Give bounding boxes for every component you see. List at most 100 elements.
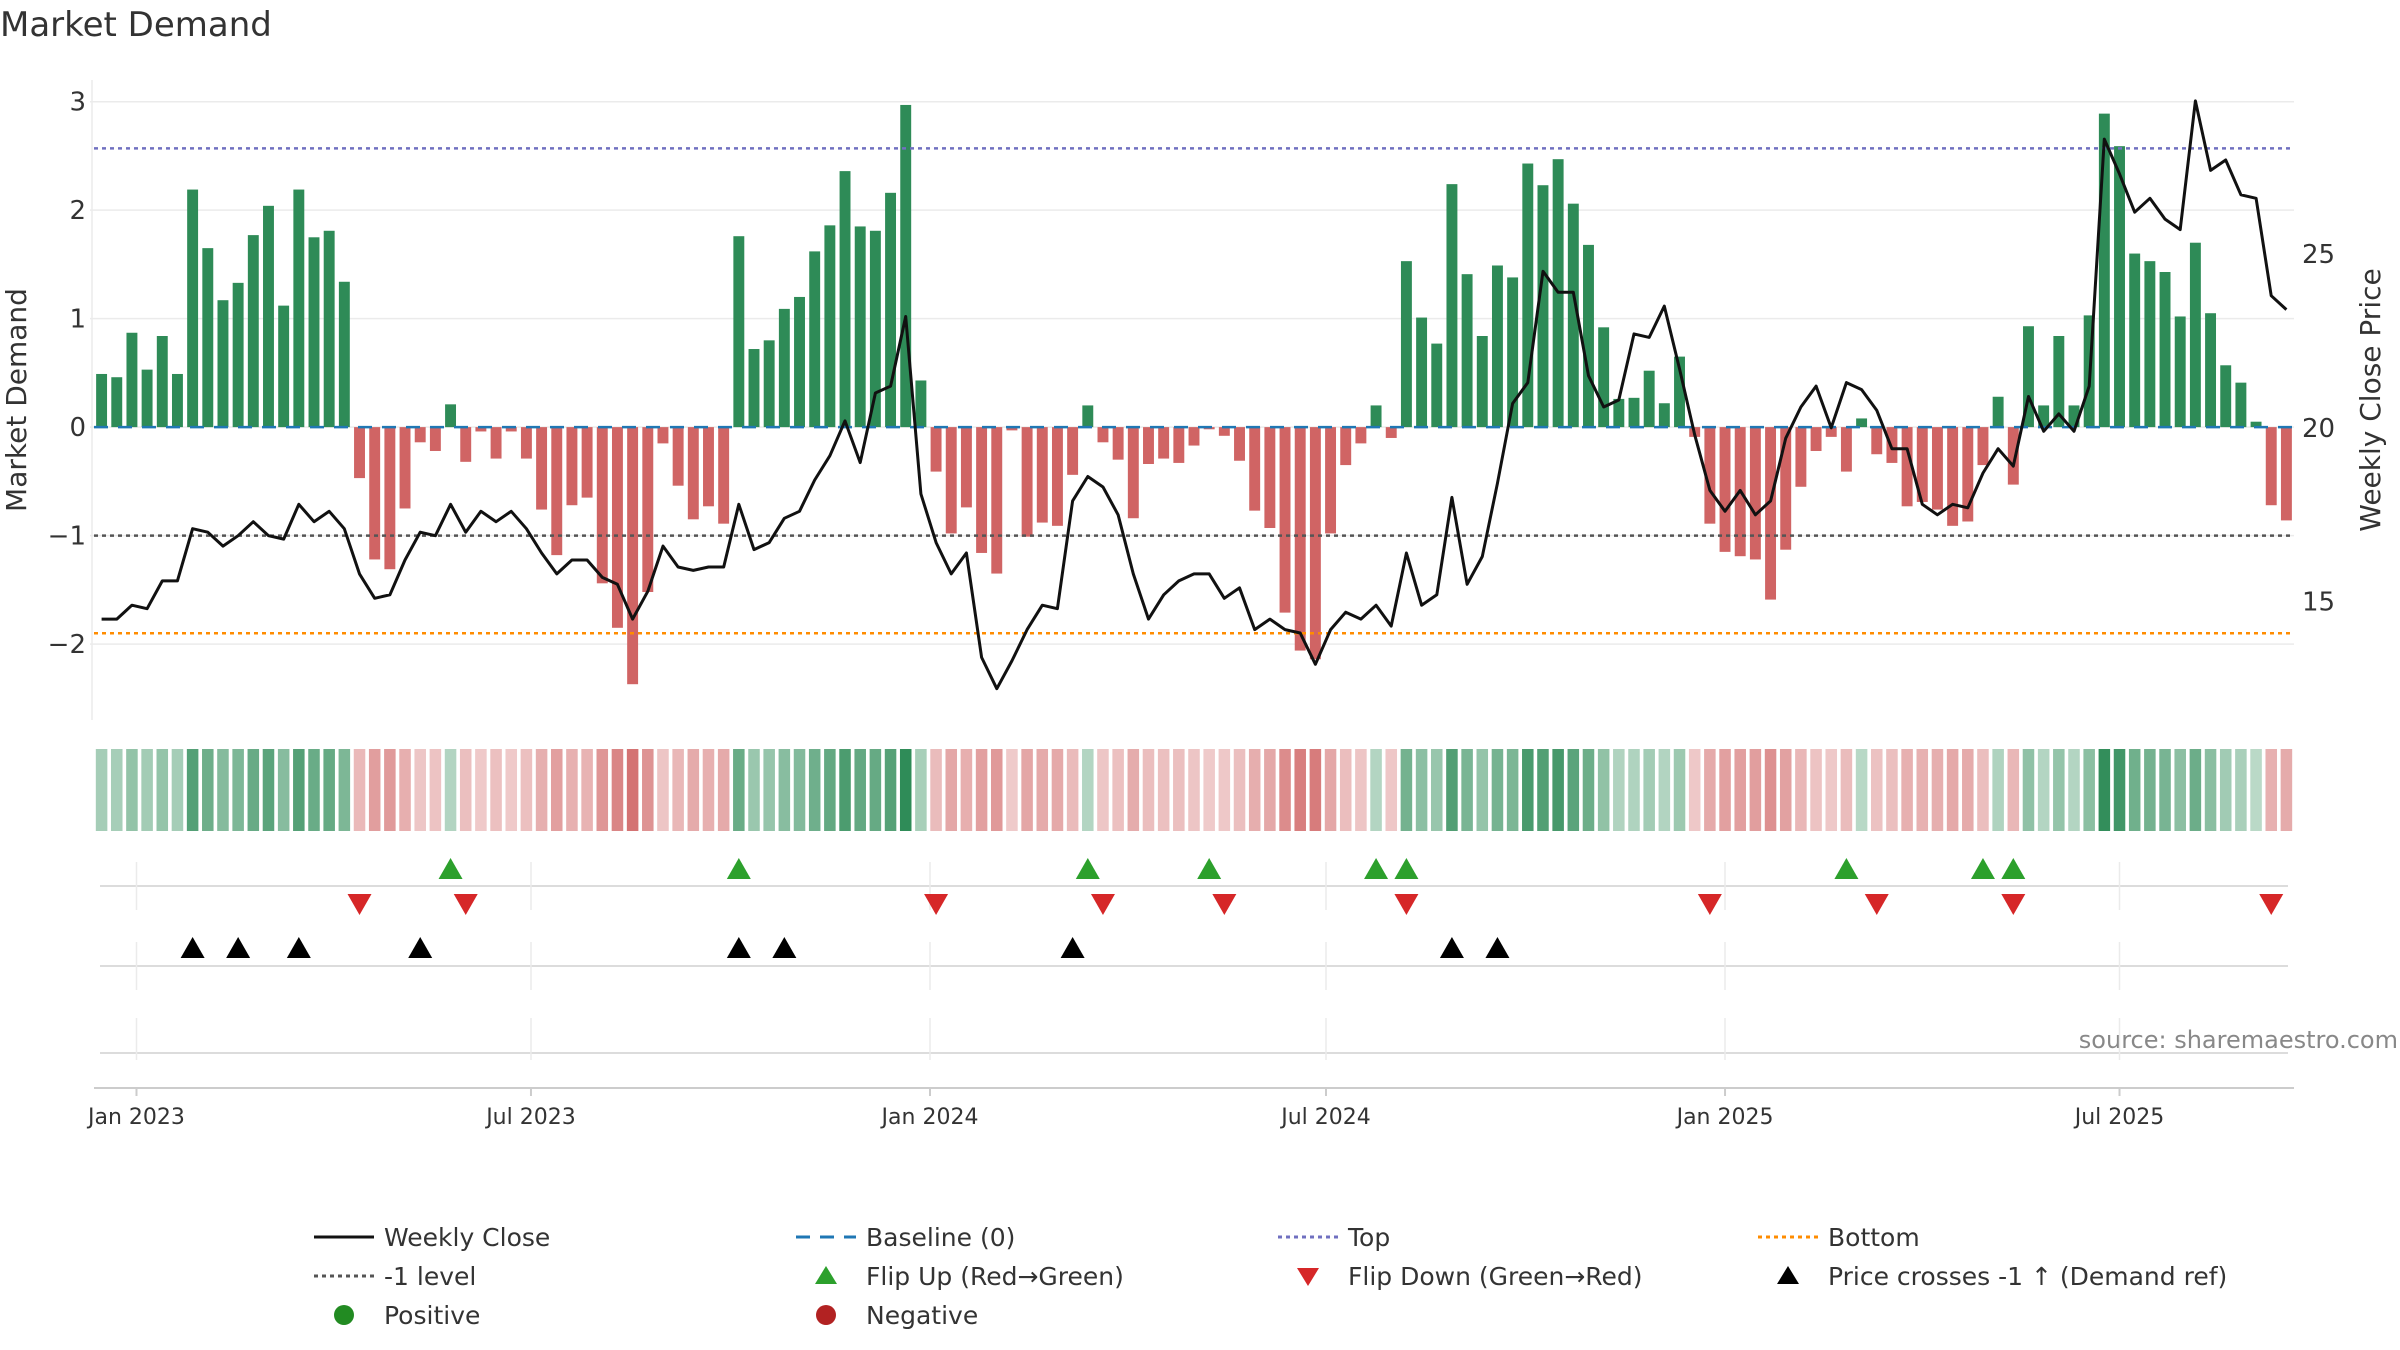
- heat-cell: [1825, 749, 1838, 831]
- heat-cell: [1977, 749, 1989, 831]
- heat-cell: [672, 749, 684, 831]
- heat-cell: [1522, 749, 1534, 831]
- demand-bar: [338, 281, 350, 428]
- heat-cell: [384, 749, 396, 831]
- demand-bar: [1173, 427, 1185, 463]
- demand-bar: [1400, 261, 1412, 428]
- heat-cell: [1127, 749, 1140, 831]
- heat-cell: [596, 749, 609, 831]
- demand-bar: [1036, 427, 1048, 523]
- demand-bar: [460, 427, 472, 462]
- demand-bar: [1901, 427, 1913, 507]
- demand-bar: [1294, 427, 1306, 651]
- heat-cell: [247, 749, 260, 831]
- heat-cell: [1870, 749, 1883, 831]
- flip-up-marker: [1197, 858, 1222, 879]
- heat-cell: [1688, 749, 1701, 831]
- heat-cell: [763, 749, 775, 831]
- heat-cell: [1613, 749, 1625, 831]
- legend-label: Price crosses -1 ↑ (Demand ref): [1828, 1262, 2227, 1291]
- demand-bar: [763, 340, 775, 428]
- legend-swatch: [1297, 1268, 1319, 1286]
- demand-bar: [976, 427, 988, 553]
- y-axis-label: Market Demand: [0, 288, 33, 512]
- demand-bar: [900, 104, 912, 428]
- demand-bar: [1522, 163, 1534, 428]
- demand-bar: [1446, 184, 1458, 428]
- demand-bar: [1916, 427, 1928, 502]
- demand-bar: [232, 282, 244, 428]
- heat-cell: [202, 749, 214, 831]
- heat-cell: [1446, 749, 1458, 831]
- heat-cell: [1430, 749, 1443, 831]
- heat-cell: [626, 749, 639, 831]
- heat-strip: [95, 749, 2293, 831]
- heat-cell: [126, 749, 138, 831]
- heat-cell: [611, 749, 624, 831]
- heat-cell: [1400, 749, 1413, 831]
- heat-cell: [1097, 749, 1109, 831]
- demand-bar: [1218, 427, 1230, 436]
- demand-bar: [187, 189, 199, 428]
- heat-cell: [839, 749, 851, 831]
- weekly-close-line: [101, 99, 2288, 691]
- heat-cell: [1248, 749, 1261, 831]
- heat-cell: [2219, 749, 2232, 831]
- demand-bar: [1856, 418, 1868, 428]
- heat-cell: [808, 749, 821, 831]
- heat-cell: [2098, 749, 2111, 831]
- heat-cell: [2053, 749, 2065, 831]
- demand-bar: [1340, 427, 1352, 466]
- legend-label: -1 level: [384, 1262, 476, 1291]
- demand-bar: [1355, 427, 1367, 444]
- heat-cell: [1946, 749, 1959, 831]
- y-tick-label: 0: [69, 413, 86, 443]
- demand-bar: [2265, 427, 2277, 506]
- demand-bar: [627, 427, 639, 685]
- flip-down-marker: [2259, 894, 2284, 915]
- heat-cell: [869, 749, 882, 831]
- x-tick-label: Jan 2023: [86, 1105, 185, 1130]
- price-cross-marker: [226, 937, 251, 958]
- demand-bar: [1006, 427, 1018, 431]
- heat-cell: [975, 749, 988, 831]
- demand-bar: [960, 427, 972, 508]
- demand-bar: [1992, 396, 2004, 428]
- demand-bar: [2250, 421, 2262, 428]
- heat-cell: [854, 749, 866, 831]
- heat-cell: [1962, 749, 1974, 831]
- heat-cell: [1157, 749, 1170, 831]
- demand-bar: [369, 427, 381, 560]
- demand-bar: [930, 427, 942, 472]
- demand-bar: [566, 427, 578, 506]
- heat-cell: [1567, 749, 1580, 831]
- heat-cell: [1294, 749, 1306, 831]
- demand-bar: [1658, 403, 1670, 428]
- demand-bar: [1962, 427, 1974, 522]
- heat-cell: [2235, 749, 2247, 831]
- heat-cell: [566, 749, 578, 831]
- heat-cell: [1203, 749, 1215, 831]
- demand-bar: [278, 305, 290, 428]
- heat-cell: [945, 749, 958, 831]
- heat-cell: [1886, 749, 1898, 831]
- demand-bar: [1158, 427, 1170, 459]
- heat-cell: [1916, 749, 1929, 831]
- demand-bar: [1431, 343, 1443, 428]
- heat-cell: [2280, 749, 2293, 831]
- price-cross-marker: [1439, 937, 1464, 958]
- x-axis: Jan 2023 Jul 2023 Jan 2024 Jul 2024 Jan 2025…: [86, 1087, 2294, 1130]
- y-tick-label: −1: [48, 522, 86, 552]
- heat-cell: [429, 749, 442, 831]
- demand-bar: [1810, 427, 1822, 451]
- demand-bar: [505, 427, 517, 432]
- heat-cell: [1810, 749, 1822, 831]
- heat-cell: [657, 749, 669, 831]
- demand-bar: [141, 369, 153, 428]
- demand-bar: [536, 427, 548, 510]
- heat-cell: [884, 749, 897, 831]
- demand-bar: [384, 427, 396, 570]
- heat-cell: [520, 749, 533, 831]
- flip-up-marker: [1394, 858, 1419, 879]
- heat-cell: [186, 749, 199, 831]
